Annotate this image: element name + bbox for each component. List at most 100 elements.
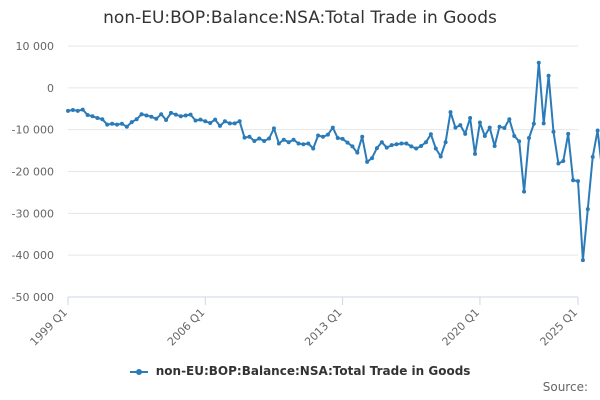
data-point[interactable] [301, 142, 306, 147]
data-point[interactable] [414, 146, 419, 151]
data-point[interactable] [477, 120, 482, 125]
data-point[interactable] [438, 154, 443, 159]
data-point[interactable] [105, 122, 110, 127]
data-point[interactable] [576, 179, 580, 184]
data-point[interactable] [468, 115, 473, 120]
data-point[interactable] [159, 112, 164, 117]
data-point[interactable] [580, 258, 585, 263]
data-point[interactable] [482, 133, 487, 138]
data-point[interactable] [316, 133, 321, 138]
data-point[interactable] [404, 141, 409, 146]
data-point[interactable] [286, 140, 291, 145]
legend[interactable]: non-EU:BOP:Balance:NSA:Total Trade in Go… [0, 364, 600, 378]
data-point[interactable] [345, 140, 350, 145]
data-point[interactable] [512, 133, 517, 138]
data-point[interactable] [517, 139, 522, 144]
data-point[interactable] [365, 159, 370, 164]
data-point[interactable] [541, 121, 546, 126]
data-point[interactable] [95, 115, 100, 120]
data-point[interactable] [448, 110, 453, 115]
data-point[interactable] [70, 108, 75, 113]
data-point[interactable] [409, 144, 414, 149]
data-point[interactable] [193, 118, 198, 123]
data-point[interactable] [276, 141, 281, 146]
data-point[interactable] [399, 141, 404, 146]
data-point[interactable] [66, 108, 70, 113]
data-point[interactable] [213, 117, 218, 122]
data-point[interactable] [173, 112, 178, 117]
data-point[interactable] [335, 136, 340, 141]
data-point[interactable] [487, 125, 492, 130]
data-point[interactable] [360, 134, 365, 139]
data-point[interactable] [154, 116, 159, 121]
data-point[interactable] [110, 121, 115, 126]
source-label[interactable]: Source: [542, 380, 588, 394]
data-point[interactable] [306, 141, 311, 146]
data-point[interactable] [350, 144, 355, 149]
data-point[interactable] [561, 159, 566, 164]
data-point[interactable] [526, 136, 531, 141]
data-point[interactable] [75, 108, 80, 113]
data-point[interactable] [443, 140, 448, 145]
data-point[interactable] [507, 117, 512, 122]
data-point[interactable] [419, 143, 424, 148]
data-point[interactable] [188, 112, 193, 117]
data-point[interactable] [134, 117, 139, 122]
data-point[interactable] [571, 178, 576, 183]
data-point[interactable] [595, 128, 600, 133]
data-point[interactable] [119, 121, 124, 126]
data-point[interactable] [257, 136, 262, 141]
data-point[interactable] [198, 117, 203, 122]
data-point[interactable] [178, 114, 183, 119]
data-point[interactable] [428, 132, 433, 137]
data-point[interactable] [590, 154, 595, 159]
data-point[interactable] [267, 136, 272, 141]
data-point[interactable] [585, 207, 590, 212]
data-point[interactable] [394, 142, 399, 147]
data-point[interactable] [384, 145, 389, 150]
data-point[interactable] [208, 120, 213, 125]
data-point[interactable] [183, 113, 188, 118]
data-point[interactable] [296, 141, 301, 146]
data-point[interactable] [281, 137, 286, 142]
data-point[interactable] [433, 146, 438, 151]
data-point[interactable] [218, 123, 223, 128]
data-point[interactable] [311, 146, 316, 151]
data-point[interactable] [551, 129, 556, 134]
data-point[interactable] [566, 131, 571, 136]
data-point[interactable] [321, 134, 325, 139]
data-point[interactable] [149, 114, 154, 119]
data-point[interactable] [252, 138, 257, 143]
data-point[interactable] [355, 150, 360, 155]
data-point[interactable] [473, 151, 478, 156]
data-point[interactable] [247, 134, 252, 139]
data-point[interactable] [203, 119, 208, 124]
data-point[interactable] [164, 118, 169, 123]
data-point[interactable] [453, 125, 458, 130]
data-point[interactable] [556, 161, 561, 166]
data-point[interactable] [458, 123, 463, 128]
data-point[interactable] [546, 73, 551, 78]
data-point[interactable] [129, 120, 134, 125]
data-point[interactable] [389, 143, 394, 148]
data-point[interactable] [144, 113, 149, 118]
data-point[interactable] [423, 140, 428, 145]
data-point[interactable] [370, 156, 375, 161]
data-point[interactable] [262, 138, 267, 143]
data-point[interactable] [330, 125, 335, 130]
data-point[interactable] [115, 122, 120, 127]
data-point[interactable] [463, 131, 468, 136]
data-point[interactable] [168, 110, 173, 115]
data-point[interactable] [242, 135, 247, 140]
data-point[interactable] [531, 121, 536, 126]
data-point[interactable] [492, 143, 497, 148]
data-point[interactable] [100, 117, 105, 122]
data-point[interactable] [80, 107, 85, 112]
data-point[interactable] [237, 119, 242, 124]
data-point[interactable] [340, 136, 345, 141]
data-point[interactable] [497, 124, 502, 129]
data-point[interactable] [374, 146, 379, 151]
data-point[interactable] [502, 125, 507, 130]
data-point[interactable] [222, 119, 227, 124]
data-point[interactable] [139, 112, 144, 117]
